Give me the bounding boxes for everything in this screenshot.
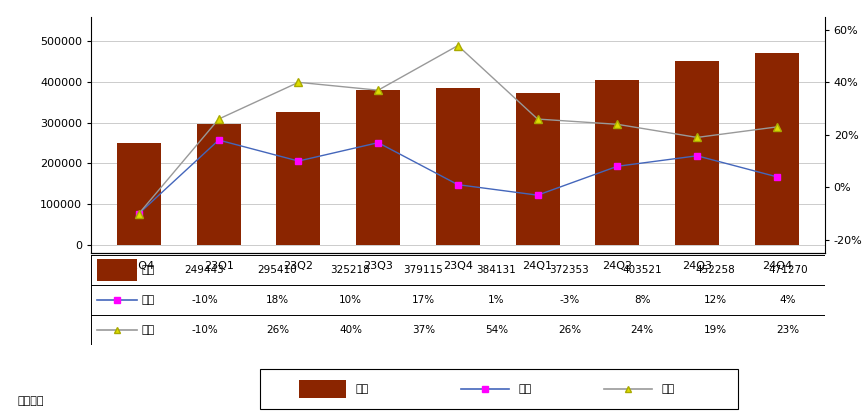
Text: 4%: 4% — [779, 295, 796, 305]
Text: 环比: 环比 — [518, 384, 531, 394]
FancyBboxPatch shape — [260, 369, 738, 409]
Text: 37%: 37% — [412, 325, 435, 335]
Text: 471270: 471270 — [768, 265, 808, 275]
Text: 26%: 26% — [558, 325, 581, 335]
Text: 收入: 收入 — [356, 384, 369, 394]
Bar — [197, 125, 240, 245]
Bar — [277, 112, 320, 245]
Bar — [595, 80, 639, 245]
Bar — [675, 61, 719, 245]
Bar — [436, 88, 480, 245]
Text: 12%: 12% — [704, 295, 727, 305]
Text: 403521: 403521 — [622, 265, 662, 275]
Text: 372353: 372353 — [549, 265, 589, 275]
Text: 23%: 23% — [777, 325, 799, 335]
Text: -3%: -3% — [559, 295, 580, 305]
Text: 452258: 452258 — [695, 265, 735, 275]
Text: 收入: 收入 — [141, 265, 155, 275]
Text: 1%: 1% — [488, 295, 504, 305]
Bar — [516, 93, 560, 245]
Text: 环比: 环比 — [141, 295, 155, 305]
Text: 325218: 325218 — [331, 265, 371, 275]
Text: 54%: 54% — [485, 325, 508, 335]
Text: 379115: 379115 — [404, 265, 444, 275]
Text: 同比: 同比 — [661, 384, 674, 394]
Text: 26%: 26% — [266, 325, 289, 335]
Bar — [97, 259, 137, 281]
Bar — [356, 90, 400, 245]
Text: （万元）: （万元） — [17, 396, 44, 406]
Text: 18%: 18% — [266, 295, 289, 305]
Text: 249443: 249443 — [185, 265, 225, 275]
Bar — [755, 53, 799, 245]
Text: -10%: -10% — [191, 295, 218, 305]
Text: 295410: 295410 — [258, 265, 298, 275]
Text: 同比: 同比 — [141, 325, 155, 335]
Text: 40%: 40% — [339, 325, 362, 335]
Text: 8%: 8% — [634, 295, 650, 305]
Text: 384131: 384131 — [477, 265, 516, 275]
Text: 10%: 10% — [339, 295, 362, 305]
Bar — [117, 143, 161, 245]
Text: 17%: 17% — [412, 295, 435, 305]
Text: 19%: 19% — [704, 325, 727, 335]
Text: 24%: 24% — [631, 325, 654, 335]
Text: -10%: -10% — [191, 325, 218, 335]
Bar — [299, 380, 346, 398]
